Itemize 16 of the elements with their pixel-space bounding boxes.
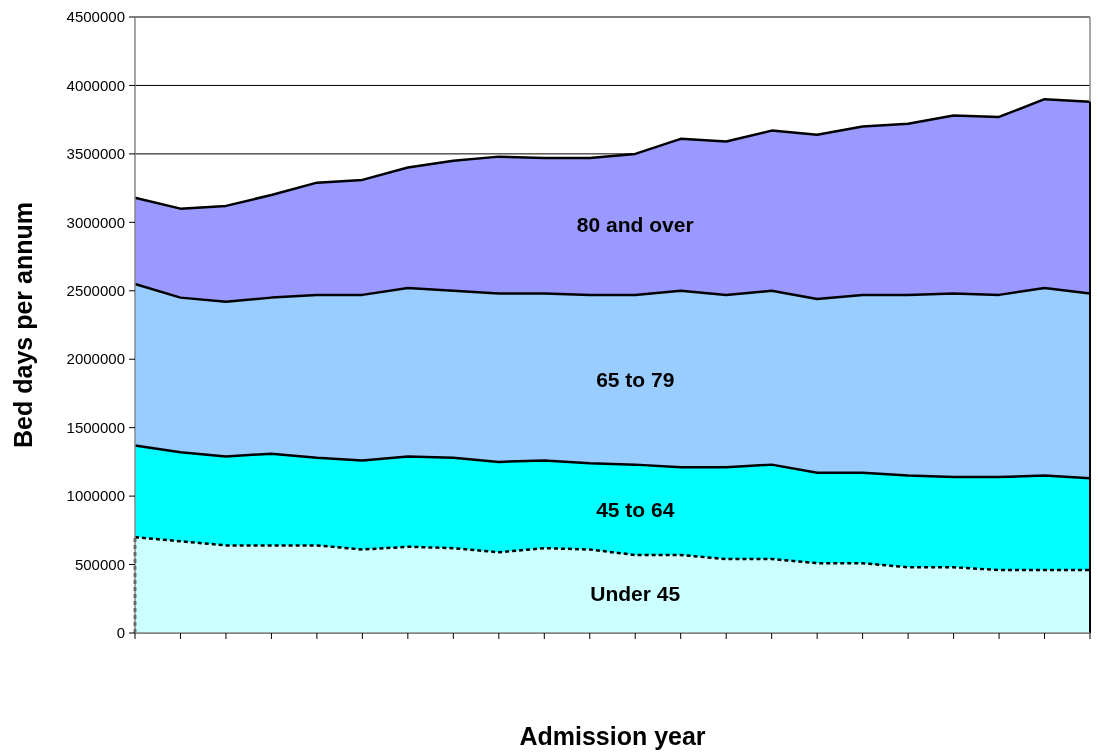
y-tick-label: 1500000	[66, 418, 125, 436]
series-label: 45 to 64	[596, 498, 675, 522]
y-tick-label: 4500000	[66, 8, 125, 26]
y-tick-label: 3500000	[66, 145, 125, 163]
series-label: 65 to 79	[596, 368, 675, 392]
series-label: Under 45	[590, 582, 681, 606]
y-tick-label: 500000	[74, 555, 125, 573]
y-tick-label: 0	[116, 624, 125, 642]
y-tick-label: 1000000	[66, 487, 125, 505]
x-axis-title: Admission year	[519, 722, 706, 750]
y-tick-label: 2500000	[66, 282, 125, 300]
y-tick-label: 2000000	[66, 350, 125, 368]
y-axis-title: Bed days per annum	[9, 202, 37, 448]
y-tick-label: 3000000	[66, 213, 125, 231]
y-tick-label: 4000000	[66, 76, 125, 94]
series-label: 80 and over	[576, 212, 694, 236]
